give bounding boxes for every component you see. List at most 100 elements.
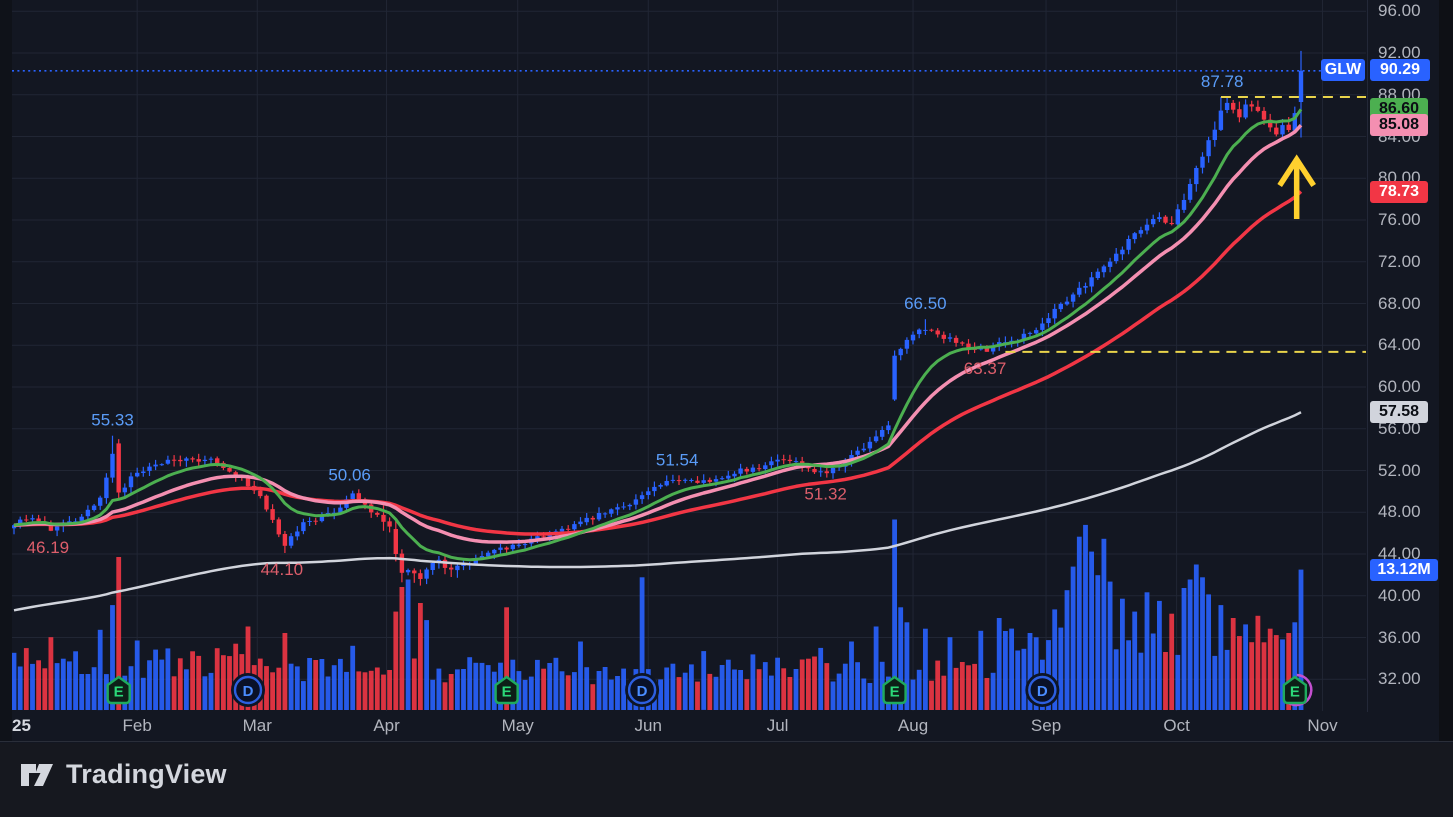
volume-bar <box>442 682 448 710</box>
dividend-badge[interactable]: D <box>1025 673 1060 707</box>
candle-body <box>547 534 552 537</box>
candle-body <box>990 347 996 352</box>
volume-bar <box>990 672 996 710</box>
volume-bar <box>79 674 85 710</box>
up-arrow-drawing[interactable] <box>1277 154 1316 219</box>
dividend-badge[interactable]: D <box>230 673 265 707</box>
earnings-badge[interactable]: E <box>1282 673 1313 707</box>
volume-bar <box>374 667 380 710</box>
volume-bar <box>584 667 590 710</box>
earnings-badge[interactable]: E <box>494 675 519 705</box>
volume-bar <box>787 677 793 710</box>
candle-body <box>621 506 626 508</box>
volume-bar <box>116 557 122 710</box>
volume-bar <box>319 659 325 710</box>
candle-body <box>1021 333 1027 341</box>
volume-bar <box>1218 605 1224 710</box>
volume-bar <box>30 663 35 710</box>
candle-body <box>147 466 152 471</box>
price-axis-tick: 52.00 <box>1378 460 1421 480</box>
earnings-badge[interactable]: E <box>106 675 131 705</box>
volume-bar <box>1157 600 1162 710</box>
candle-body <box>504 547 509 550</box>
volume-bar <box>572 672 577 710</box>
volume-bar <box>615 676 620 710</box>
volume-bar <box>689 664 694 710</box>
volume-bar <box>528 676 534 710</box>
volume-bar <box>923 628 928 710</box>
candle-body <box>1058 303 1063 310</box>
volume-bar <box>929 680 934 710</box>
chart-left-margin <box>0 0 12 742</box>
candle-body <box>627 504 632 507</box>
volume-bar <box>1249 642 1255 710</box>
candle-body <box>1268 119 1273 128</box>
volume-bar <box>110 605 115 710</box>
volume-bar <box>959 662 965 710</box>
volume-bar <box>344 671 349 710</box>
candle-body <box>1101 266 1107 273</box>
price-chart-canvas[interactable]: E E E E D D D 55.33 46.19 50.06 44.10 51.54 51.32… <box>0 0 1453 742</box>
volume-bar <box>17 666 23 710</box>
volume-bar <box>91 667 97 710</box>
price-axis-tick: 40.00 <box>1378 585 1421 605</box>
candle-body <box>350 493 355 499</box>
price-axis-tick: 60.00 <box>1378 377 1421 396</box>
volume-bar <box>313 660 319 710</box>
volume-bar <box>578 641 583 710</box>
price-axis[interactable]: 32.00 36.00 40.00 44.00 48.00 52.00 56.00 60.00… <box>1321 0 1439 712</box>
volume-bar <box>177 658 183 710</box>
volume-bar <box>301 681 306 710</box>
scroll-strip[interactable] <box>1439 0 1453 742</box>
candle-body <box>658 485 663 487</box>
volume-bar <box>60 658 66 710</box>
dividend-badge[interactable]: D <box>625 673 660 707</box>
candle-body <box>153 464 158 467</box>
candle-body <box>270 509 275 520</box>
volume-bar <box>916 669 922 710</box>
volume-bar <box>713 676 719 710</box>
earnings-badge[interactable]: E <box>882 675 907 705</box>
candle-body <box>1077 287 1082 295</box>
chart-pane[interactable]: E E E E D D D 55.33 46.19 50.06 44.10 51.54 51.32… <box>0 0 1453 742</box>
candle-body <box>1187 184 1193 200</box>
candle-body <box>85 509 91 517</box>
volume-bar <box>288 663 294 710</box>
volume-bar <box>23 648 29 710</box>
candle-body <box>356 493 361 500</box>
candle-body <box>670 479 676 481</box>
time-axis[interactable]: 25 Feb Mar Apr May Jun Jul Aug Sep Oct Nov <box>0 712 1453 742</box>
candle-body <box>1040 323 1045 330</box>
tradingview-brand[interactable]: TradingView <box>20 759 227 790</box>
volume-bar <box>1144 592 1150 710</box>
volume-bar <box>1181 588 1187 710</box>
candle-body <box>812 469 817 473</box>
volume-bar <box>1009 628 1014 710</box>
candle-body <box>184 458 189 461</box>
candle-body <box>1132 233 1137 240</box>
volume-bar <box>1230 618 1236 710</box>
candle-body <box>91 505 97 510</box>
volume-bar <box>830 681 836 710</box>
time-axis-month-label: May <box>501 716 534 735</box>
volume-bar <box>424 620 429 710</box>
volume-bar <box>1021 648 1027 710</box>
volume-bar <box>393 611 399 710</box>
volume-bar <box>405 579 411 710</box>
tradingview-logo-icon <box>21 763 53 786</box>
candle-body <box>1280 125 1285 135</box>
candle-body <box>196 459 201 462</box>
candle-body <box>1070 294 1076 302</box>
volume-bar <box>769 675 774 710</box>
volume-bar <box>1212 655 1218 710</box>
candle-body <box>535 536 540 539</box>
volume-bar <box>1058 627 1064 710</box>
candle-body <box>233 472 238 477</box>
candle-body <box>941 334 946 339</box>
candle-body <box>128 476 134 488</box>
candle-body <box>381 514 386 522</box>
candle-body <box>984 346 990 352</box>
volume-bar <box>725 659 731 710</box>
volume-bar <box>147 660 152 710</box>
volume-bar <box>972 663 977 710</box>
